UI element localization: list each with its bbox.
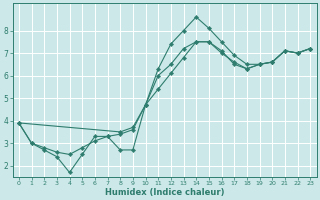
X-axis label: Humidex (Indice chaleur): Humidex (Indice chaleur): [105, 188, 224, 197]
